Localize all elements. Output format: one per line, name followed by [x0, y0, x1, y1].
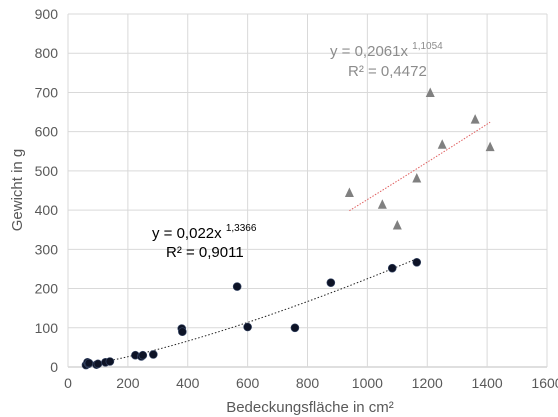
y-tick-label: 800 — [35, 45, 59, 61]
data-point-triangle — [412, 173, 421, 183]
data-point-circle — [233, 283, 241, 291]
trendline-triangles — [349, 122, 490, 210]
y-tick-label: 700 — [35, 84, 59, 100]
equation-triangles-prefix: y = 0,2061x — [330, 43, 408, 60]
y-tick-label: 400 — [35, 202, 59, 218]
x-tick-label: 1600 — [531, 375, 558, 391]
y-tick-label: 0 — [50, 359, 58, 375]
data-point-triangle — [438, 139, 447, 149]
tick-labels: 0 100 200 300 400 500 600 700 800 900 0 200 400 600 80… — [35, 6, 558, 391]
x-tick-label: 1200 — [412, 375, 443, 391]
data-point-triangle — [471, 114, 480, 124]
y-tick-label: 200 — [35, 281, 59, 297]
data-point-triangle — [378, 199, 387, 209]
data-point-circle — [106, 358, 114, 366]
x-tick-label: 1000 — [352, 375, 383, 391]
x-tick-label: 800 — [296, 375, 320, 391]
y-tick-label: 600 — [35, 124, 59, 140]
y-tick-label: 300 — [35, 241, 59, 257]
data-point-circle — [244, 323, 252, 331]
gridlines — [68, 14, 547, 367]
trendlines — [86, 122, 490, 365]
equation-triangles: y = 0,2061x 1,1054 — [330, 41, 443, 60]
x-tick-label: 600 — [236, 375, 260, 391]
equation-circles: y = 0,022x 1,3366 — [152, 223, 257, 242]
y-axis-title: Gewicht in g — [9, 149, 26, 232]
r2-circles: R² = 0,9011 — [166, 244, 244, 261]
equation-circles-exponent: 1,3366 — [226, 223, 257, 234]
data-point-circle — [178, 328, 186, 336]
x-tick-label: 1400 — [472, 375, 503, 391]
data-point-circle — [291, 324, 299, 332]
y-tick-label: 100 — [35, 320, 59, 336]
data-point-triangle — [393, 220, 402, 230]
equation-triangles-exponent: 1,1054 — [412, 41, 443, 52]
data-points — [82, 87, 495, 369]
data-point-circle — [413, 258, 421, 266]
y-tick-label: 500 — [35, 163, 59, 179]
data-point-circle — [388, 264, 396, 272]
y-tick-label: 900 — [35, 6, 59, 22]
data-point-circle — [85, 359, 93, 367]
x-tick-label: 0 — [64, 375, 72, 391]
x-axis-title: Bedeckungsfläche in cm² — [226, 399, 394, 416]
data-point-circle — [149, 350, 157, 358]
data-point-circle — [139, 351, 147, 359]
equation-circles-prefix: y = 0,022x — [152, 225, 222, 242]
x-tick-label: 400 — [176, 375, 200, 391]
r2-triangles: R² = 0,4472 — [348, 63, 427, 80]
x-tick-label: 200 — [116, 375, 140, 391]
data-point-triangle — [345, 187, 354, 197]
data-point-circle — [94, 360, 102, 368]
data-point-circle — [327, 279, 335, 287]
